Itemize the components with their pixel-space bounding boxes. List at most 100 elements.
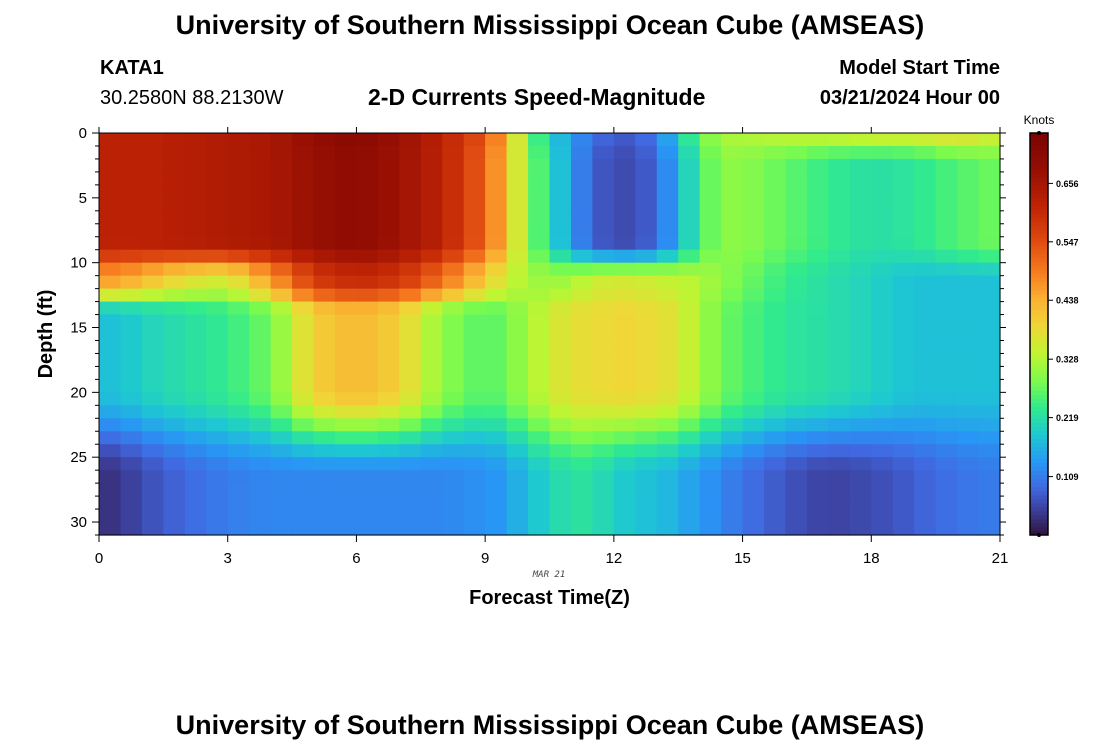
heatmap-cell bbox=[249, 405, 272, 419]
heatmap-cell bbox=[163, 340, 186, 355]
heatmap-cell bbox=[957, 223, 980, 238]
heatmap-cell bbox=[914, 171, 937, 186]
heatmap-cell bbox=[442, 210, 465, 225]
heatmap-cell bbox=[463, 340, 486, 355]
heatmap-cell bbox=[99, 301, 122, 316]
heatmap-cell bbox=[892, 288, 915, 303]
colorbar-segment bbox=[1030, 482, 1048, 488]
x-tick-label: 15 bbox=[734, 550, 751, 567]
heatmap-cell bbox=[141, 314, 164, 329]
heatmap-cell bbox=[635, 340, 658, 355]
heatmap-cell bbox=[721, 288, 744, 303]
heatmap-cell bbox=[678, 509, 701, 523]
heatmap-cell bbox=[485, 509, 508, 523]
heatmap-cell bbox=[570, 145, 593, 160]
heatmap-cell bbox=[163, 197, 186, 212]
heatmap-cell bbox=[764, 288, 787, 303]
heatmap-cell bbox=[785, 379, 808, 393]
heatmap-cell bbox=[764, 158, 787, 173]
heatmap-cell bbox=[270, 496, 293, 510]
heatmap-cell bbox=[227, 133, 250, 147]
heatmap-cell bbox=[377, 223, 400, 238]
heatmap-cell bbox=[935, 249, 958, 264]
heatmap-cell bbox=[828, 301, 851, 316]
heatmap-cell bbox=[635, 457, 658, 471]
heatmap-cell bbox=[635, 197, 658, 212]
heatmap-cell bbox=[270, 197, 293, 212]
heatmap-cell bbox=[141, 171, 164, 186]
heatmap-cell bbox=[99, 366, 122, 380]
heatmap-cell bbox=[871, 210, 894, 225]
heatmap-cell bbox=[99, 236, 122, 251]
heatmap-cell bbox=[313, 262, 336, 277]
heatmap-cell bbox=[163, 379, 186, 393]
heatmap-cell bbox=[184, 145, 207, 160]
heatmap-cell bbox=[699, 444, 722, 458]
heatmap-cell bbox=[742, 509, 765, 523]
heatmap-cell bbox=[656, 405, 679, 419]
heatmap-cell bbox=[420, 275, 443, 290]
heatmap-cell bbox=[184, 366, 207, 380]
heatmap-cell bbox=[957, 444, 980, 458]
heatmap-cell bbox=[570, 171, 593, 186]
heatmap-cell bbox=[99, 509, 122, 523]
heatmap-cell bbox=[377, 379, 400, 393]
heatmap-cell bbox=[806, 405, 829, 419]
heatmap-cell bbox=[613, 418, 636, 432]
heatmap-cell bbox=[463, 184, 486, 199]
heatmap-cell bbox=[914, 223, 937, 238]
heatmap-cell bbox=[678, 496, 701, 510]
heatmap-cell bbox=[141, 184, 164, 199]
model-start-value: 03/21/2024 Hour 00 bbox=[819, 87, 1000, 109]
heatmap-cell bbox=[184, 262, 207, 277]
heatmap-cell bbox=[828, 379, 851, 393]
heatmap-cell bbox=[785, 184, 808, 199]
heatmap-cell bbox=[592, 158, 615, 173]
heatmap-cell bbox=[506, 236, 529, 251]
heatmap-cell bbox=[313, 366, 336, 380]
heatmap-cell bbox=[742, 392, 765, 406]
heatmap-cell bbox=[356, 496, 379, 510]
heatmap-cell bbox=[120, 236, 143, 251]
heatmap-cell bbox=[420, 392, 443, 406]
heatmap-cell bbox=[849, 327, 872, 342]
heatmap-cell bbox=[570, 223, 593, 238]
heatmap-cell bbox=[506, 327, 529, 342]
heatmap-cell bbox=[656, 249, 679, 264]
heatmap-cell bbox=[528, 314, 551, 329]
heatmap-cell bbox=[678, 340, 701, 355]
heatmap-cell bbox=[399, 145, 422, 160]
heatmap-cell bbox=[356, 366, 379, 380]
heatmap-cell bbox=[528, 197, 551, 212]
heatmap-cell bbox=[742, 457, 765, 471]
heatmap-cell bbox=[785, 444, 808, 458]
heatmap-cell bbox=[570, 353, 593, 368]
heatmap-cell bbox=[506, 171, 529, 186]
heatmap-cell bbox=[806, 223, 829, 238]
heatmap-cell bbox=[270, 262, 293, 277]
heatmap-cell bbox=[699, 340, 722, 355]
heatmap-cell bbox=[313, 171, 336, 186]
heatmap-cell bbox=[141, 392, 164, 406]
heatmap-cell bbox=[292, 262, 315, 277]
heatmap-cell bbox=[141, 210, 164, 225]
heatmap-cell bbox=[742, 314, 765, 329]
colorbar-segment bbox=[1030, 450, 1048, 456]
heatmap-cell bbox=[485, 314, 508, 329]
colorbar-segment bbox=[1030, 526, 1048, 532]
heatmap-cell bbox=[570, 483, 593, 497]
heatmap-cell bbox=[764, 184, 787, 199]
heatmap-cell bbox=[206, 444, 229, 458]
heatmap-cell bbox=[206, 418, 229, 432]
heatmap-cell bbox=[914, 483, 937, 497]
heatmap-cell bbox=[99, 133, 122, 147]
heatmap-cell bbox=[99, 314, 122, 329]
heatmap-cell bbox=[678, 301, 701, 316]
heatmap-cell bbox=[570, 431, 593, 445]
heatmap-cell bbox=[828, 249, 851, 264]
heatmap-cell bbox=[592, 392, 615, 406]
heatmap-cell bbox=[978, 223, 1001, 238]
heatmap-cell bbox=[592, 288, 615, 303]
heatmap-cell bbox=[485, 223, 508, 238]
heatmap-cell bbox=[656, 509, 679, 523]
